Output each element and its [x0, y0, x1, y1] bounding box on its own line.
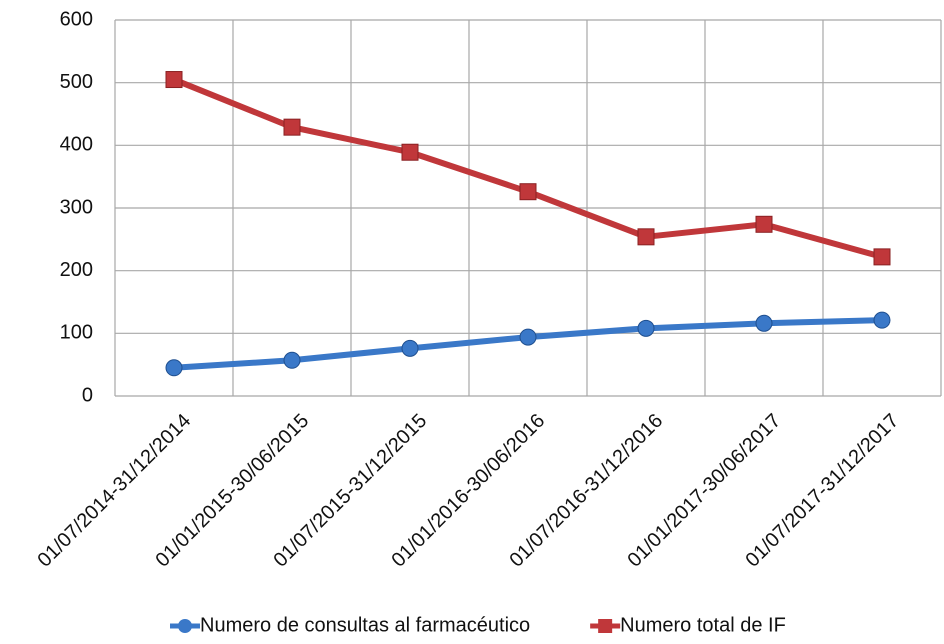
point — [283, 118, 301, 136]
point — [283, 351, 301, 369]
series-line — [172, 76, 883, 260]
point — [519, 328, 537, 346]
point — [165, 359, 183, 377]
y-tick-label: 200 — [60, 259, 93, 281]
point — [755, 215, 773, 233]
y-tick-label: 400 — [60, 134, 93, 156]
legend-label: Numero de consultas al farmacéutico — [200, 614, 530, 636]
point — [637, 319, 655, 337]
legend-label: Numero total de IF — [620, 614, 786, 636]
point — [873, 248, 891, 266]
y-tick-label: 500 — [60, 71, 93, 93]
legend-marker — [178, 619, 192, 633]
point — [165, 71, 183, 89]
point — [873, 311, 891, 329]
y-tick-label: 0 — [82, 384, 93, 406]
point — [401, 339, 419, 357]
y-tick-label: 600 — [60, 8, 93, 30]
point — [755, 314, 773, 332]
legend-marker — [598, 619, 613, 633]
point — [519, 183, 537, 201]
point — [637, 228, 655, 246]
point — [401, 143, 419, 161]
y-tick-label: 300 — [60, 196, 93, 218]
y-tick-label: 100 — [60, 322, 93, 344]
